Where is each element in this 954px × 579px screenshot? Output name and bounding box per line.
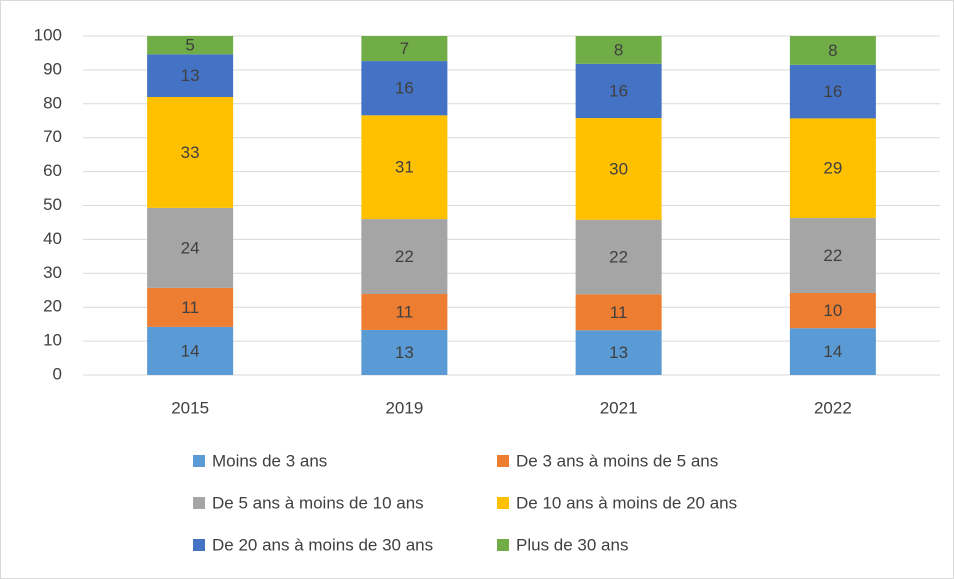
x-tick-label: 2015: [171, 398, 209, 417]
data-label: 8: [828, 41, 837, 60]
y-tick-label: 50: [43, 195, 62, 214]
x-tick-label: 2019: [385, 398, 423, 417]
y-tick-label: 60: [43, 161, 62, 180]
x-tick-label: 2022: [814, 398, 852, 417]
data-label: 11: [181, 298, 199, 317]
bar-segment: [789, 64, 876, 119]
legend-swatch: [497, 539, 509, 551]
legend-swatch: [193, 455, 205, 467]
legend-label: De 10 ans à moins de 20 ans: [516, 493, 737, 512]
bar-segment: [361, 115, 448, 220]
bar-segment: [147, 287, 234, 327]
bar-segment: [147, 54, 234, 98]
legend-swatch: [497, 455, 509, 467]
legend-label: Plus de 30 ans: [516, 535, 628, 554]
legend-label: Moins de 3 ans: [212, 451, 327, 470]
bar-segment: [575, 36, 662, 64]
bar-segment: [361, 36, 448, 62]
bar-segment: [575, 63, 662, 119]
bar-segment: [147, 36, 234, 55]
bar-segment: [361, 293, 448, 330]
bar-segment: [575, 118, 662, 220]
bar-segment: [789, 36, 876, 65]
data-label: 30: [609, 159, 628, 178]
data-label: 33: [181, 143, 200, 162]
data-label: 8: [614, 40, 623, 59]
legend-label: De 5 ans à moins de 10 ans: [212, 493, 424, 512]
y-tick-label: 100: [34, 25, 62, 44]
data-label: 5: [185, 36, 194, 55]
bar-segment: [789, 218, 876, 293]
data-label: 22: [395, 247, 414, 266]
y-tick-label: 0: [53, 364, 62, 383]
y-tick-label: 80: [43, 93, 62, 112]
bar-segment: [361, 329, 448, 375]
y-tick-label: 30: [43, 263, 62, 282]
bar-segment: [789, 292, 876, 329]
data-label: 16: [823, 82, 842, 101]
data-label: 14: [823, 342, 842, 361]
data-label: 13: [609, 343, 628, 362]
legend-swatch: [193, 539, 205, 551]
data-label: 31: [395, 158, 414, 177]
bar-segment: [361, 61, 448, 116]
bar-segment: [575, 219, 662, 295]
bar-segment: [789, 118, 876, 219]
bar-segment: [789, 328, 876, 375]
bar-segment: [147, 97, 234, 208]
data-label: 29: [823, 159, 842, 178]
y-tick-label: 70: [43, 127, 62, 146]
data-label: 22: [609, 248, 628, 267]
data-label: 13: [395, 343, 414, 362]
data-label: 16: [395, 79, 414, 98]
y-tick-label: 10: [43, 331, 62, 350]
legend-label: De 3 ans à moins de 5 ans: [516, 451, 718, 470]
data-label: 24: [181, 238, 200, 257]
legend-swatch: [193, 497, 205, 509]
bar-segment: [575, 294, 662, 331]
data-label: 11: [396, 302, 414, 321]
legend-label: De 20 ans à moins de 30 ans: [212, 535, 433, 554]
data-label: 7: [400, 39, 409, 58]
x-tick-label: 2021: [600, 398, 638, 417]
data-label: 11: [610, 303, 628, 322]
y-tick-label: 40: [43, 229, 62, 248]
data-label: 16: [609, 81, 628, 100]
bar-segment: [147, 207, 234, 288]
bar-segment: [361, 219, 448, 294]
y-tick-label: 90: [43, 59, 62, 78]
bar-segment: [575, 330, 662, 375]
bar-segment: [147, 326, 234, 375]
y-tick-label: 20: [43, 297, 62, 316]
data-label: 10: [823, 301, 842, 320]
data-label: 14: [181, 341, 200, 360]
data-label: 13: [181, 66, 200, 85]
legend-swatch: [497, 497, 509, 509]
data-label: 22: [823, 246, 842, 265]
